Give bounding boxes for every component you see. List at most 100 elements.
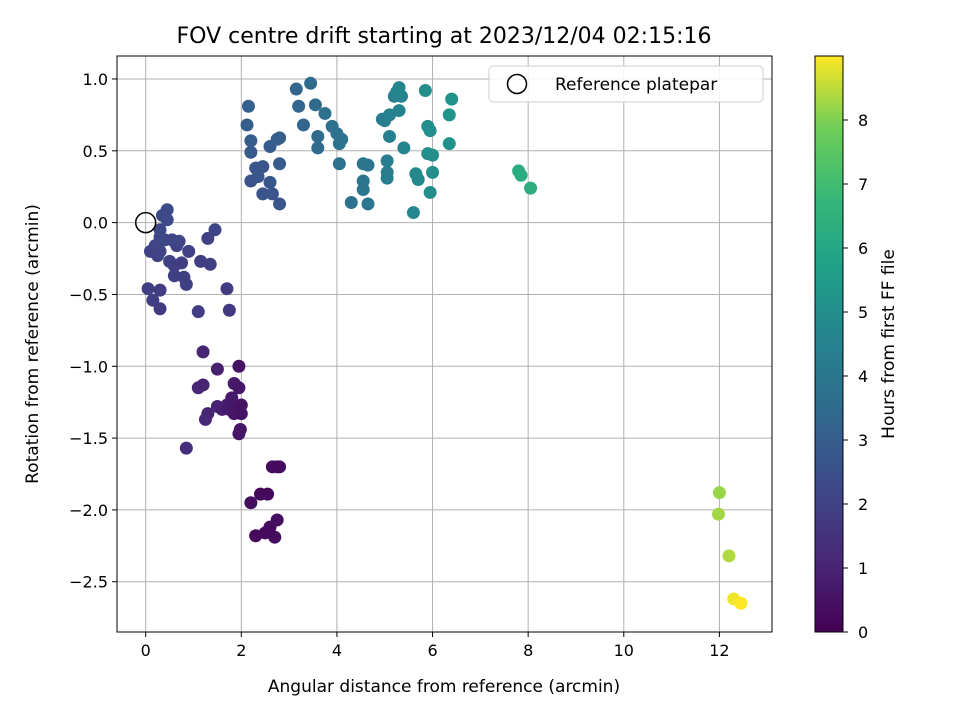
x-tick-label: 2 (236, 641, 246, 660)
data-point (225, 391, 239, 405)
data-point (141, 282, 155, 296)
data-point (196, 378, 210, 392)
data-point (361, 158, 375, 172)
data-point (244, 134, 258, 148)
data-point (182, 244, 196, 258)
data-point (153, 302, 167, 316)
data-point (263, 175, 277, 189)
data-point (256, 160, 270, 174)
colorbar-tick-label: 2 (858, 495, 868, 514)
x-tick-label: 0 (141, 641, 151, 660)
data-point (442, 108, 456, 122)
data-point (423, 124, 437, 138)
data-point (222, 303, 236, 317)
data-point (210, 362, 224, 376)
data-point (232, 381, 246, 395)
legend-box (488, 65, 764, 103)
data-point (442, 137, 456, 151)
legend: Reference platepar (488, 65, 764, 103)
y-axis-label: Rotation from reference (arcmin) (23, 204, 43, 484)
colorbar-tick-label: 7 (858, 175, 868, 194)
data-point (426, 148, 440, 162)
y-tick-label: −2.0 (69, 501, 108, 520)
data-point (234, 407, 248, 421)
x-tick-label: 4 (332, 641, 342, 660)
data-point (524, 181, 538, 195)
data-point (167, 269, 181, 283)
data-point (311, 141, 325, 155)
colorbar-tick-label: 5 (858, 303, 868, 322)
data-point (240, 118, 254, 132)
data-point (273, 157, 287, 171)
data-point (406, 206, 420, 220)
data-point (380, 154, 394, 168)
data-point (208, 223, 222, 237)
y-tick-label: −2.5 (69, 573, 108, 592)
y-tick-label: −1.5 (69, 429, 108, 448)
data-point (196, 345, 210, 359)
data-point (179, 277, 193, 291)
data-point (361, 197, 375, 211)
data-point (711, 507, 725, 521)
data-point (514, 168, 528, 182)
x-tick-label: 8 (523, 641, 533, 660)
data-point (256, 187, 270, 201)
x-tick-label: 12 (709, 641, 729, 660)
data-point (356, 183, 370, 197)
data-point (179, 441, 193, 455)
colorbar-ticks: 0 1 2 3 4 5 6 7 8 (843, 111, 868, 642)
data-point (175, 256, 189, 270)
y-tick-label: −1.0 (69, 357, 108, 376)
colorbar-label: Hours from first FF file (879, 249, 899, 439)
reference-platepar-marker (134, 211, 157, 234)
x-tick-label: 6 (427, 641, 437, 660)
data-point (273, 131, 287, 145)
data-point (270, 460, 284, 474)
data-point (203, 257, 217, 271)
data-point (241, 99, 255, 113)
data-point (426, 165, 440, 179)
data-point (160, 203, 174, 217)
data-point (344, 196, 358, 210)
colorbar (814, 55, 844, 633)
colorbar-tick-label: 6 (858, 239, 868, 258)
data-point (380, 171, 394, 185)
data-point (445, 92, 459, 106)
plot-points (134, 76, 748, 610)
data-point (244, 145, 258, 159)
data-point (292, 99, 306, 113)
data-point (394, 89, 408, 103)
y-tick-label: 1.0 (83, 70, 108, 89)
data-point (201, 231, 215, 245)
data-point (289, 82, 303, 96)
legend-reference-marker (506, 73, 528, 95)
y-tick-label: 0.5 (83, 142, 108, 161)
data-point (311, 129, 325, 143)
data-point (273, 197, 287, 211)
data-point (198, 412, 212, 426)
data-point (411, 173, 425, 187)
data-point (712, 486, 726, 500)
data-point (734, 596, 748, 610)
data-point (220, 282, 234, 296)
data-point (304, 76, 318, 90)
data-point (153, 223, 167, 237)
data-point (308, 98, 322, 112)
data-point (191, 305, 205, 319)
data-point (172, 234, 186, 248)
data-point (332, 157, 346, 171)
data-point (232, 359, 246, 373)
x-tick-label: 10 (614, 641, 634, 660)
data-point (233, 422, 247, 436)
data-point (392, 104, 406, 118)
data-point (261, 487, 275, 501)
x-axis-label: Angular distance from reference (arcmin) (268, 677, 620, 697)
data-point (265, 187, 279, 201)
data-point (270, 513, 284, 527)
colorbar-tick-label: 1 (858, 559, 868, 578)
legend-label: Reference platepar (555, 75, 717, 95)
data-point (423, 185, 437, 199)
data-point (722, 549, 736, 563)
data-point (160, 213, 174, 227)
